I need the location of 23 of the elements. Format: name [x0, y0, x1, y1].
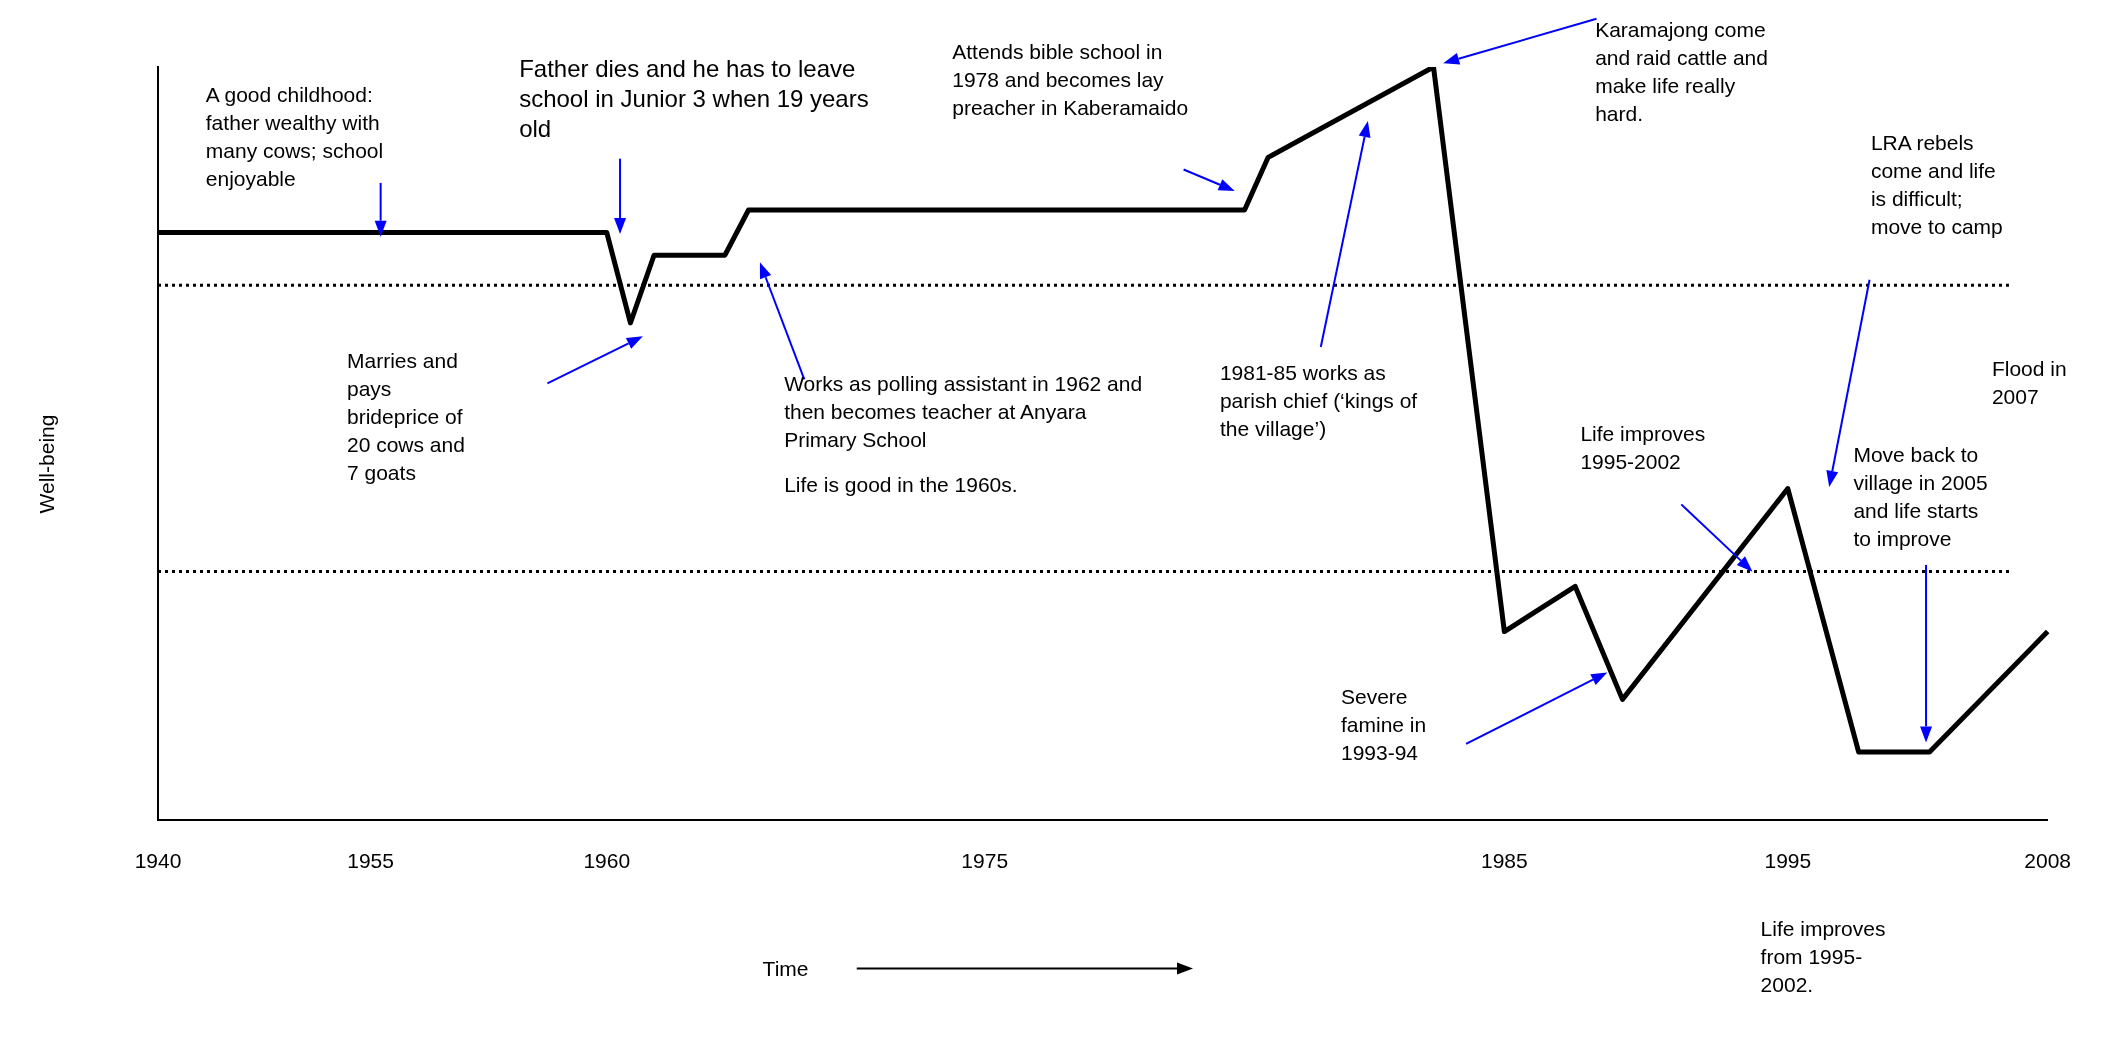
annotation: Works as polling assistant in 1962 and then becomes teacher at Anyara Primary School — [784, 370, 1144, 453]
x-axis-title: Time — [762, 955, 809, 982]
annotation: Severe famine in 1993-94 — [1340, 684, 1428, 767]
annotation: Marries and pays brideprice of 20 cows and 7 goats — [347, 348, 466, 486]
x-tick-label: 1960 — [583, 849, 631, 873]
x-tick-label: 1995 — [1764, 849, 1812, 873]
annotation: 1981-85 works as parish chief (‘kings of the village’) — [1219, 360, 1419, 443]
annotation: Move back to village in 2005 and life starts to improve — [1853, 442, 1989, 553]
annotation: LRA rebels come and life is difficult; move to camp — [1870, 130, 2004, 241]
x-tick-label: 1985 — [1481, 849, 1528, 873]
x-tick-label: 1955 — [347, 849, 394, 873]
annotation: Flood in 2007 — [1991, 356, 2068, 411]
annotation: A good childhood: father wealthy with many cows; school enjoyable — [205, 81, 385, 192]
x-tick-label: 1940 — [134, 849, 182, 873]
annotation: Karamajong come and raid cattle and make life really hard. — [1595, 17, 1769, 128]
x-tick-label: 2008 — [2024, 849, 2071, 873]
annotation: Life improves 1995-2002 — [1580, 420, 1707, 475]
x-tick-label: 1975 — [961, 849, 1009, 873]
annotation: Father dies and he has to leave school in Junior 3 when 19 years old — [519, 53, 870, 144]
text: Life improves from 1995-2002. — [1760, 915, 1887, 998]
annotation: Life is good in the 1960s. — [784, 471, 1019, 498]
annotation: Attends bible school in 1978 and becomes lay preacher in Kaberamaido — [952, 38, 1190, 121]
y-axis-title: Well-being — [34, 414, 59, 514]
